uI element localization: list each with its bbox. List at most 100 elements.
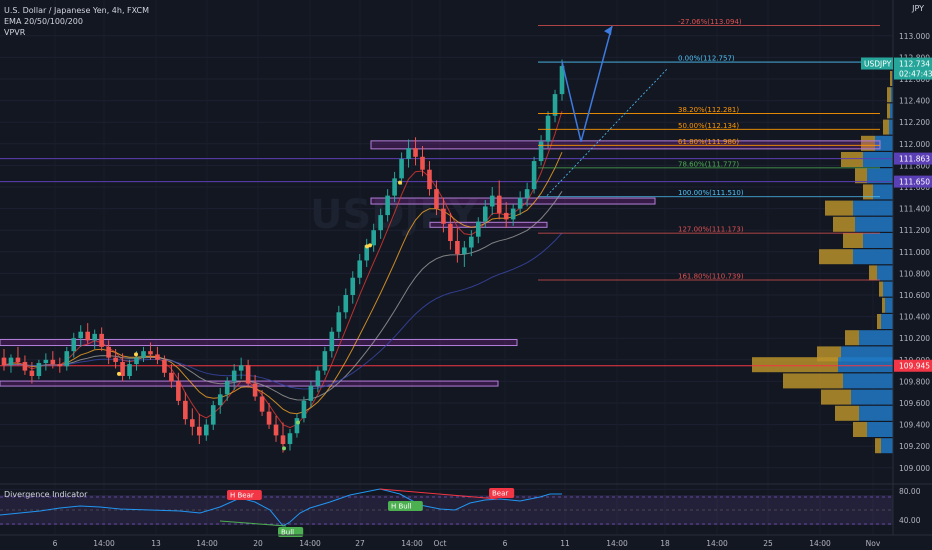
candle-body — [238, 365, 244, 371]
fibonacci-extension[interactable]: -27.06%(113.094) 0.00%(112.757) 38.20%(112… — [538, 18, 880, 280]
vp-bar-up — [873, 184, 893, 200]
vp-bar-down — [879, 281, 883, 297]
sr-zone[interactable] — [370, 140, 881, 150]
vp-bar-down — [752, 357, 838, 373]
currency-label: JPY — [912, 4, 924, 13]
candle-body — [1, 357, 7, 366]
candle-body — [245, 365, 251, 384]
fib-trend-line — [546, 67, 669, 196]
vp-bar-up — [843, 373, 893, 389]
vp-bar-down — [863, 184, 873, 200]
symbol-title[interactable]: U.S. Dollar / Japanese Yen, 4h, FXCM — [4, 6, 150, 15]
candle-body — [343, 295, 349, 313]
vp-bar-down — [869, 265, 877, 281]
candle-body — [392, 178, 397, 196]
price-tick-label: 109.400 — [899, 421, 930, 430]
divergence-signal-label: H Bull — [391, 503, 412, 511]
price-tick-label: 110.600 — [899, 291, 930, 300]
projection-path[interactable] — [561, 25, 613, 142]
signal-dot — [134, 352, 138, 357]
candle-body — [399, 158, 404, 179]
candle-body — [482, 206, 488, 222]
candle-body — [420, 156, 425, 170]
last-price-label: 112.734 — [899, 60, 930, 69]
vpvr-indicator-label[interactable]: VPVR — [4, 28, 26, 37]
time-tick-label: 14:00 — [299, 539, 321, 548]
fib-label: 127.00%(111.173) — [678, 226, 744, 234]
projection-line[interactable] — [561, 25, 613, 142]
candle-body — [406, 148, 411, 159]
signal-dot — [365, 244, 369, 249]
sr-zone[interactable] — [0, 339, 518, 347]
price-tick-label: 111.400 — [899, 205, 930, 214]
divergence-signal-label: Bear — [492, 490, 508, 498]
candle-body — [538, 141, 544, 162]
symbol-badge — [861, 57, 893, 70]
time-axis[interactable]: 6 14:00 13 14:00 20 14:00 27 14:00 Oct 6 11 14:00 18… — [0, 534, 932, 548]
divergence-signal-badge — [227, 490, 262, 500]
time-tick-label: 27 — [355, 539, 365, 548]
price-badge — [894, 152, 932, 165]
sr-zone[interactable] — [370, 197, 656, 205]
vp-bar-down — [887, 103, 890, 119]
candle-body — [64, 351, 70, 367]
signal-dot — [282, 446, 286, 451]
candle-body — [441, 208, 446, 224]
oscillator-title[interactable]: Divergence Indicator — [4, 490, 88, 499]
ema-indicator-label[interactable]: EMA 20/50/100/200 — [4, 17, 83, 26]
time-tick-label: 20 — [253, 539, 263, 548]
sr-zone[interactable] — [429, 221, 548, 228]
candle-body — [476, 221, 481, 237]
vp-bar-down — [882, 297, 885, 313]
candle-body — [559, 66, 565, 95]
candle-body — [71, 338, 77, 352]
candle-body — [315, 370, 321, 386]
vp-bar-down — [875, 438, 881, 454]
vp-bar-down — [825, 200, 853, 216]
candle-body — [427, 169, 432, 190]
fib-label: 100.00%(111.510) — [678, 189, 744, 197]
fib-label: 78.60%(111.777) — [678, 160, 739, 168]
time-tick-label: 14:00 — [809, 539, 831, 548]
candle-body — [259, 396, 265, 412]
vp-bar-up — [851, 389, 893, 405]
vp-bar-down — [819, 249, 853, 265]
support-resistance-zones[interactable] — [0, 140, 893, 387]
price-axis[interactable]: 113.000112.800112.600112.400112.200112.0… — [861, 0, 932, 535]
price-tick-label: 113.000 — [899, 32, 930, 41]
candle-body — [127, 364, 132, 376]
candle-body — [8, 357, 14, 366]
candle-body — [224, 381, 230, 395]
candle-body — [57, 364, 63, 367]
fib-label: -27.06%(113.094) — [678, 18, 742, 26]
candle-body — [489, 195, 495, 207]
time-tick-label: 6 — [503, 539, 508, 548]
price-tick-label: 109.600 — [899, 399, 930, 408]
candle-body — [197, 426, 202, 436]
vp-bar-up — [890, 103, 893, 119]
fib-label: 38.20%(112.281) — [678, 106, 739, 114]
time-tick-label: 14:00 — [606, 539, 628, 548]
divergence-oscillator-pane[interactable]: H Bear Bear H Bull Bull 80.00 40.00 — [0, 483, 932, 537]
candle-body — [92, 333, 97, 341]
vp-bar-up — [867, 168, 893, 184]
volume-profile — [752, 71, 893, 454]
vp-bar-up — [863, 152, 893, 167]
price-tick-label: 111.000 — [899, 248, 930, 257]
time-tick-label: 14:00 — [706, 539, 728, 548]
candle-body — [357, 260, 363, 278]
projection-arrowhead — [604, 26, 612, 36]
vp-bar-down — [843, 233, 863, 248]
countdown-label: 02:47:43 — [899, 70, 932, 79]
signal-dot — [117, 371, 121, 376]
price-tick-label: 112.000 — [899, 140, 930, 149]
signal-dot — [368, 243, 372, 248]
candle-body — [350, 277, 356, 295]
price-badge-label: 111.863 — [899, 155, 930, 164]
signal-dot — [398, 180, 402, 185]
ema-line — [3, 151, 563, 415]
candle-body — [455, 241, 460, 254]
vp-bar-up — [855, 216, 893, 232]
osc-line — [0, 488, 562, 527]
